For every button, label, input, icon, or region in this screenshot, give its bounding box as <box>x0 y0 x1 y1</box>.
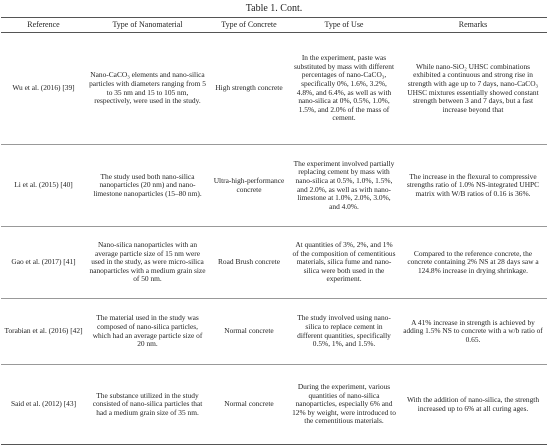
table-row: Torabian et al. (2016) [42] The material … <box>1 298 547 365</box>
table-row: Wu et al. (2016) [39] Nano-CaCO₃ elements… <box>1 32 547 145</box>
column-header: Remarks <box>399 17 547 33</box>
column-header: Type of Use <box>289 17 399 33</box>
concrete-cell: Normal concrete <box>209 364 289 445</box>
nanomaterial-cell: The material used in the study was compo… <box>86 298 209 365</box>
concrete-cell: Ultra-high-performance concrete <box>209 144 289 227</box>
column-header: Type of Concrete <box>209 17 289 33</box>
table: Reference Type of Nanomaterial Type of Con… <box>1 17 547 445</box>
remarks-cell: While nano-SiO₂ UHSC combinations exhibi… <box>399 32 547 145</box>
nanomaterial-cell: Nano-CaCO₃ elements and nano-silica part… <box>86 32 209 145</box>
nanomaterial-cell: The substance utilized in the study cons… <box>86 364 209 445</box>
use-cell: In the experiment, paste was substituted… <box>289 32 399 145</box>
table-title: Table 1. Cont. <box>245 3 303 14</box>
concrete-cell: Road Brush concrete <box>209 226 289 299</box>
use-cell: During the experiment, various quantitie… <box>289 364 399 445</box>
table-row: Gao et al. (2017) [41] Nano-silica nanopa… <box>1 226 547 299</box>
header-row: Reference Type of Nanomaterial Type of Con… <box>1 17 547 33</box>
table-body: Wu et al. (2016) [39] Nano-CaCO₃ elements… <box>1 32 547 445</box>
reference-cell: Torabian et al. (2016) [42] <box>1 298 86 365</box>
nanomaterial-cell: The study used both nano-silica nanopart… <box>86 144 209 227</box>
column-header: Type of Nanomaterial <box>86 17 209 33</box>
reference-cell: Li et al. (2015) [40] <box>1 144 86 227</box>
reference-cell: Said et al. (2012) [43] <box>1 364 86 445</box>
concrete-cell: Normal concrete <box>209 298 289 365</box>
remarks-cell: With the addition of nano-silica, the st… <box>399 364 547 445</box>
table-row: Li et al. (2015) [40] The study used both… <box>1 144 547 227</box>
use-cell: The study involved using nano-silica to … <box>289 298 399 365</box>
reference-cell: Gao et al. (2017) [41] <box>1 226 86 299</box>
table-row: Said et al. (2012) [43] The substance uti… <box>1 364 547 445</box>
concrete-cell: High strength concrete <box>209 32 289 145</box>
remarks-cell: The increase in the flexural to compress… <box>399 144 547 227</box>
remarks-cell: A 41% increase in strength is achieved b… <box>399 298 547 365</box>
reference-cell: Wu et al. (2016) [39] <box>1 32 86 145</box>
remarks-cell: Compared to the reference concrete, the … <box>399 226 547 299</box>
nanomaterial-cell: Nano-silica nanoparticles with an averag… <box>86 226 209 299</box>
use-cell: At quantities of 3%, 2%, and 1% of the c… <box>289 226 399 299</box>
column-header: Reference <box>1 17 86 33</box>
use-cell: The experiment involved partially replac… <box>289 144 399 227</box>
